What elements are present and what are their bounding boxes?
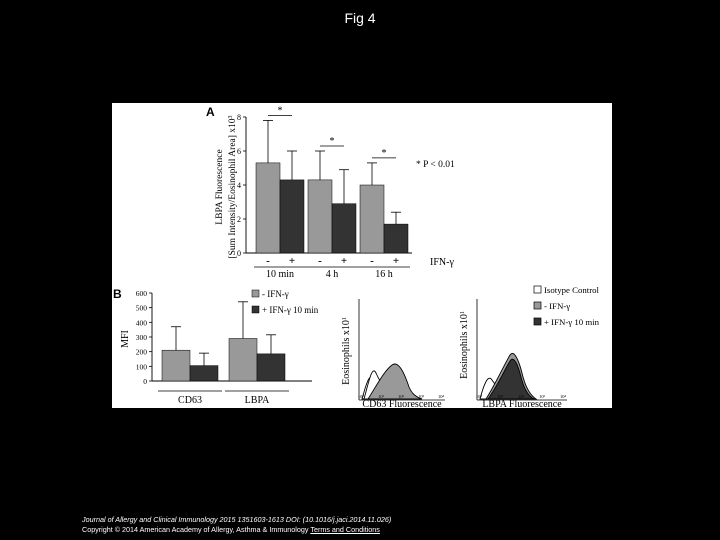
panel-a-category-label: 4 h [326, 269, 339, 280]
panel-a-significance-mark: * [330, 136, 335, 147]
panel-b-ytick-label: 600 [136, 289, 148, 298]
panel-a-treatment-sign: - [318, 255, 322, 267]
panel-a-ytick-label: 4 [237, 181, 241, 190]
terms-link[interactable]: Terms and Conditions [310, 525, 380, 534]
legend-swatch-minus [251, 289, 260, 298]
panel-b-ytick-label: 500 [136, 304, 148, 313]
cd63-histogram-xlabel: CD63 Fluorescence [362, 399, 442, 408]
panel-a-treatment-sign: + [393, 255, 399, 267]
histogram-legend-isotype: Isotype Control [544, 285, 600, 295]
panel-b-ytick-label: 400 [136, 318, 148, 327]
panel-a-significance-mark: * [382, 148, 387, 159]
lbpa-histogram-ylabel: Eosinophils x101 [459, 311, 470, 379]
panel-b-ylabel: MFI [120, 330, 131, 348]
histogram-xtick-label: 10¹ [378, 394, 385, 399]
histogram-xtick-label: 10³ [418, 394, 425, 399]
panel-a-treatment-sign: + [289, 255, 295, 267]
panel-a-ylabel-line2: [Sum Intensity/Eosinophil Area] x103 [228, 115, 238, 258]
footer-copyright: Copyright © 2014 American Academy of All… [82, 525, 311, 534]
histogram-xtick-label: 10³ [539, 394, 546, 399]
histogram-xtick-label: 10⁴ [438, 394, 445, 399]
panel-a-treatment-sign: - [370, 255, 374, 267]
panel-b-bar [256, 353, 286, 382]
histogram-xtick-label: 10¹ [497, 394, 504, 399]
slide-title: Fig 4 [344, 10, 376, 26]
panel-a-label: A [206, 105, 215, 119]
panel-a-bar [279, 179, 305, 254]
panel-a-bar [359, 184, 385, 254]
histogram-xtick-label: 10⁰ [358, 394, 365, 399]
panel-a-treatment-sign: - [266, 255, 270, 267]
panel-b-label: B [113, 287, 122, 301]
figure-panel: A LBPA Fluorescence [Sum Intensity/Eosin… [112, 103, 612, 408]
cd63-x-ticks: 10⁰ 10¹ 10² 10³ 10⁴ [358, 394, 445, 399]
legend-swatch-plus [251, 305, 260, 314]
histogram-xtick-label: 10⁰ [476, 394, 483, 399]
panel-a-ylabel-line1: LBPA Fluorescence [215, 149, 225, 224]
panel-a-category-label: 10 min [266, 269, 294, 280]
lbpa-histogram: Eosinophils x101 10⁰ 10¹ 10² 10³ 10⁴ LBPA Fl… [459, 285, 600, 408]
panel-a-chart: A LBPA Fluorescence [Sum Intensity/Eosin… [206, 105, 455, 280]
panel-a-significance: * * * [268, 105, 396, 159]
panel-a-bar [331, 203, 357, 254]
panel-a-ytick-label: 2 [237, 215, 241, 224]
legend-swatch-hist-minus [533, 301, 542, 310]
panel-a-bars [255, 119, 409, 254]
panel-b-bars [161, 301, 286, 382]
panel-a-category-label: 16 h [375, 269, 393, 280]
panel-a-ytick-label: 8 [237, 113, 241, 122]
histogram-legend-plus: + IFN-γ 10 min [544, 317, 600, 327]
figure-svg: A LBPA Fluorescence [Sum Intensity/Eosin… [113, 105, 600, 408]
panel-a-bar [255, 162, 281, 254]
panel-b-bar [189, 365, 219, 382]
histogram-legend: Isotype Control - IFN-γ + IFN-γ 10 min [533, 285, 600, 327]
panel-a-bar [307, 179, 333, 254]
lbpa-plus-curve [487, 358, 535, 400]
panel-b-bar [161, 349, 191, 382]
legend-swatch-isotype [533, 285, 542, 294]
footer-journal: Journal of Allergy and Clinical Immunolo… [82, 515, 392, 524]
panel-b-legend: - IFN-γ + IFN-γ 10 min [251, 289, 319, 315]
panel-a-treatment-label: IFN-γ [430, 257, 454, 268]
histogram-legend-minus: - IFN-γ [544, 301, 570, 311]
panel-a-ytick-label: 6 [237, 147, 241, 156]
panel-a-ytick-label: 0 [237, 249, 241, 258]
cd63-histogram: Eosinophils x101 10⁰ 10¹ 10² 10³ 10⁴ CD63 Fl… [341, 299, 445, 408]
panel-a-categories: - +10 min- +4 h- +16 h [254, 255, 410, 280]
panel-b-categories: CD63 LBPA [158, 390, 289, 406]
footer: Journal of Allergy and Clinical Immunolo… [82, 515, 391, 535]
legend-swatch-hist-plus [533, 317, 542, 326]
lbpa-histogram-xlabel: LBPA Fluorescence [482, 399, 562, 408]
panel-b-ytick-label: 100 [136, 362, 148, 371]
panel-a-bar [383, 223, 409, 254]
histogram-xtick-label: 10⁴ [560, 394, 567, 399]
panel-b-bar [228, 338, 258, 382]
cd63-histogram-ylabel: Eosinophils x101 [341, 317, 352, 385]
panel-b-chart: B MFI 0 100 200 300 400 500 600 CD63 LBPA - IFN… [113, 287, 319, 406]
panel-a-treatment-sign: + [341, 255, 347, 267]
panel-b-legend-plus: + IFN-γ 10 min [262, 305, 319, 315]
panel-a-significance-mark: * [278, 105, 283, 116]
panel-b-category-label: LBPA [245, 395, 270, 406]
panel-b-category-label: CD63 [178, 395, 202, 406]
histogram-xtick-label: 10² [398, 394, 405, 399]
panel-b-ytick-label: 0 [143, 377, 147, 386]
panel-b-legend-minus: - IFN-γ [262, 289, 289, 299]
cd63-minus-curve [367, 363, 423, 400]
histogram-xtick-label: 10² [518, 394, 525, 399]
panel-b-ytick-label: 200 [136, 348, 148, 357]
panel-b-ytick-label: 300 [136, 333, 148, 342]
panel-a-annotation: * P < 0.01 [416, 160, 455, 170]
lbpa-x-ticks: 10⁰ 10¹ 10² 10³ 10⁴ [476, 394, 567, 399]
